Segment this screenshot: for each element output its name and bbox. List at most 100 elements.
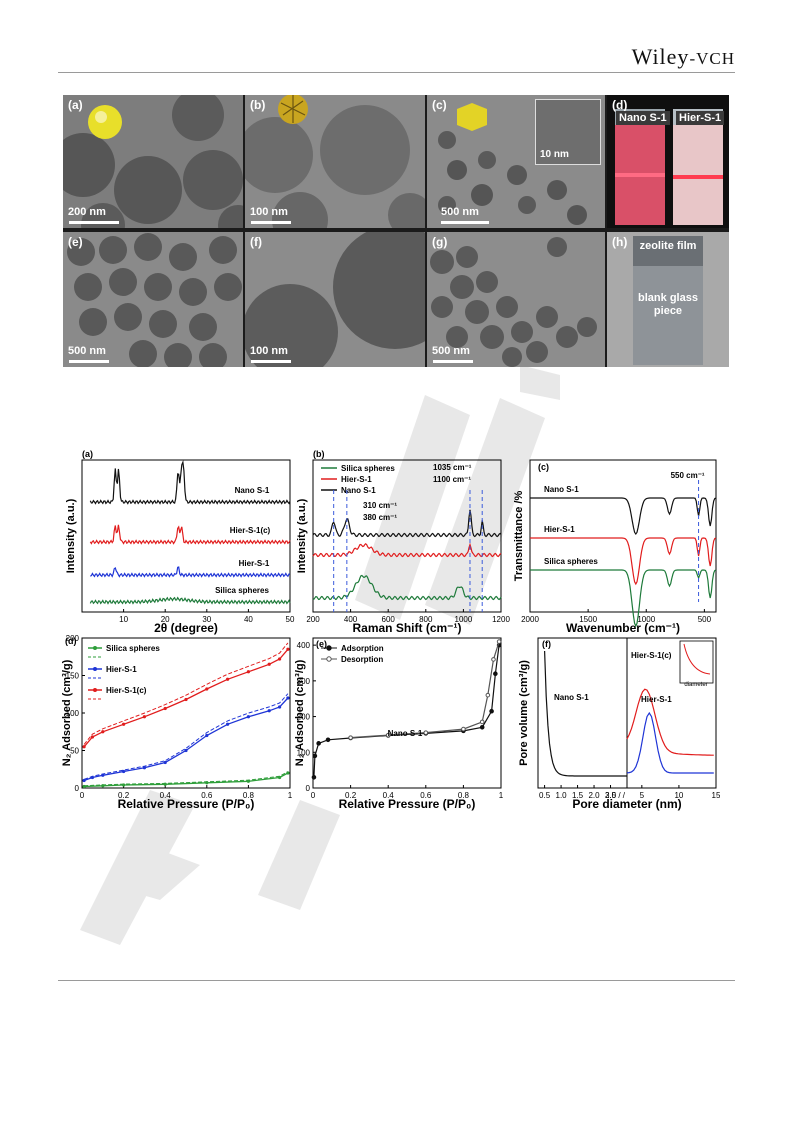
data-point	[479, 724, 485, 730]
data-point	[246, 670, 250, 674]
micrograph-b: (b) 100 nm	[245, 95, 425, 228]
chart-c: (c) Wavenumber (cm⁻¹) Transmittance /%	[513, 459, 717, 635]
chart-a: (a) 2θ (degree) Intensity (a.u.)	[65, 449, 291, 635]
data-point	[122, 722, 126, 726]
y-axis-label: Intensity (a.u.)	[65, 498, 77, 573]
series-line	[313, 645, 500, 778]
glass-label: blank glass piece	[638, 292, 698, 317]
series-line	[626, 688, 714, 756]
x-axis-label: Raman Shift (cm⁻¹)	[352, 621, 461, 635]
x-tick-label: 0.4	[383, 791, 395, 800]
desorption-line	[83, 693, 289, 780]
series-line	[530, 537, 717, 586]
series-line	[626, 711, 714, 774]
x-tick-label: 500	[698, 615, 712, 624]
data-point	[493, 671, 498, 677]
tile-label: (c)	[432, 98, 447, 112]
series-line	[312, 509, 502, 538]
x-tick-label: 1500	[579, 615, 597, 624]
x-tick-label: 0.2	[345, 791, 357, 800]
y-tick-label: 200	[297, 713, 311, 722]
y-axis-label: N₂ Adsorbed (cm³/g)	[61, 659, 73, 766]
micrograph-panel: (a) 200 nm (b) 100 nm (c) 500 nm 10 nm	[63, 95, 729, 367]
peak-annotation: 310 cm⁻¹	[363, 501, 397, 510]
scale-label: 200 nm	[68, 206, 106, 218]
legend-marker	[326, 645, 332, 651]
y-tick-label: 50	[70, 747, 79, 756]
legend-marker	[93, 646, 97, 650]
series-label: Hier-S-1(c)	[631, 651, 672, 660]
series-line	[89, 460, 291, 505]
x-tick-label: 15	[712, 791, 720, 800]
data-point	[479, 719, 485, 725]
tile-label: (b)	[250, 98, 266, 112]
x-tick-label: 3.0 / /	[605, 791, 626, 800]
data-point	[385, 732, 391, 738]
series-line	[90, 566, 291, 578]
glass-slide-photo	[633, 236, 703, 365]
header-rule	[58, 72, 735, 73]
hrtem-inset: 10 nm	[535, 99, 601, 165]
film-label: zeolite film	[639, 240, 697, 252]
tile-label: (e)	[68, 235, 83, 249]
scale-bar	[251, 360, 291, 363]
x-tick-label: 0.4	[160, 791, 172, 800]
micrograph-g: (g) 500 nm	[427, 232, 605, 367]
photo-h-film: (h) zeolite film blank glass piece	[607, 232, 729, 367]
data-point	[311, 774, 317, 780]
nanoparticles-lowmag-image	[430, 237, 597, 367]
x-tick-label: 40	[244, 615, 253, 624]
y-tick-label: 200	[66, 634, 80, 643]
data-point	[267, 662, 271, 666]
data-point	[348, 735, 353, 740]
y-tick-label: 400	[297, 641, 311, 650]
series-label: Nano S-1	[544, 485, 579, 494]
photo-d-vials: (d) Nano S-1 Hier-S-1	[607, 95, 729, 228]
y-tick-label: 300	[297, 677, 311, 686]
series-label: Hier-S-1(c)	[230, 526, 271, 535]
y-tick-label: 0	[75, 784, 80, 793]
data-point	[316, 741, 321, 746]
micrograph-a: (a) 200 nm	[63, 95, 243, 228]
legend-label: Silica spheres	[341, 464, 395, 473]
series-label: Nano S-1	[235, 486, 270, 495]
series-line	[312, 542, 502, 558]
series-label: Hier-S-1	[641, 695, 672, 704]
series-line	[544, 650, 627, 777]
series-line	[84, 772, 289, 788]
x-tick-label: 2.5	[605, 791, 617, 800]
panel-label: (f)	[542, 639, 551, 649]
spheres-lowmag-image	[67, 233, 242, 367]
series-label: Silica spheres	[544, 557, 598, 566]
micrograph-c: (c) 500 nm 10 nm	[427, 95, 605, 228]
x-tick-label: 1	[499, 791, 504, 800]
panel-label: (c)	[538, 462, 549, 472]
data-point	[485, 692, 491, 698]
series-label: Silica spheres	[215, 586, 269, 595]
data-point	[286, 696, 290, 700]
scale-label: 500 nm	[68, 345, 106, 357]
scale-label: 100 nm	[250, 345, 288, 357]
series-line	[530, 569, 717, 628]
scale-label: 500 nm	[441, 206, 479, 218]
x-tick-label: 10	[674, 791, 683, 800]
data-point	[312, 753, 318, 759]
data-point	[163, 760, 167, 765]
x-tick-label: 0.8	[243, 791, 255, 800]
chart-b: (b) Raman Shift (cm⁻¹) Intensity (a.u.)	[296, 449, 502, 635]
x-tick-label: 10	[119, 615, 128, 624]
legend-marker	[93, 667, 97, 671]
series-line	[89, 524, 291, 545]
series-label: Hier-S-1	[239, 559, 270, 568]
scale-label: 500 nm	[432, 345, 470, 357]
tile-label: (f)	[250, 235, 262, 249]
legend-label: Nano S-1	[341, 486, 376, 495]
scale-bar	[69, 360, 109, 363]
x-tick-label: 2000	[521, 615, 539, 624]
data-point	[278, 705, 282, 709]
x-tick-label: 600	[382, 615, 396, 624]
tile-label: (g)	[432, 235, 448, 249]
micrograph-f: (f) 100 nm	[245, 232, 425, 367]
x-tick-label: 1.5	[572, 791, 584, 800]
legend-label: Adsorption	[341, 644, 384, 653]
